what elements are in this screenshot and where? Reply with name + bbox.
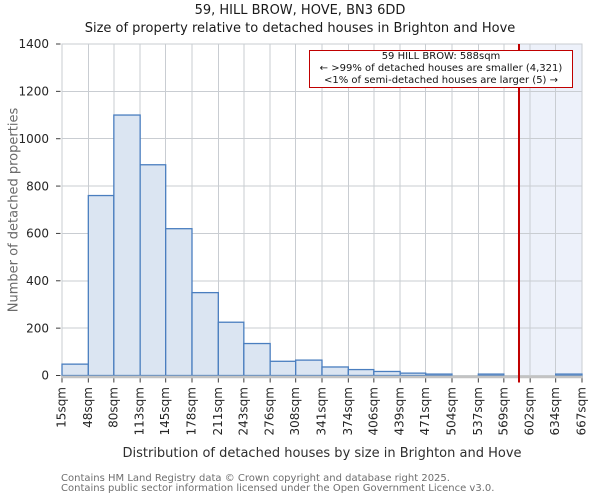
x-tick-label: 178sqm [185,387,199,435]
bar [87,194,115,377]
footer-line-2: Contains public sector information licen… [61,482,495,494]
y-tick-label: 0 [41,369,49,383]
y-tick-label: 1000 [18,132,49,146]
x-tick-label: 667sqm [575,387,589,435]
axis-ticks [56,43,583,383]
x-tick-label: 504sqm [445,387,459,435]
bar [321,366,349,377]
bar [139,164,167,377]
x-tick-label: 569sqm [496,387,510,435]
x-tick-label: 602sqm [523,387,537,435]
x-tick-label: 634sqm [548,387,562,435]
bar [217,321,245,377]
bar [399,372,427,377]
chart-subtitle: Size of property relative to detached ho… [84,20,516,36]
x-tick-label: 341sqm [315,387,329,435]
x-tick-label: 439sqm [393,387,407,435]
y-tick-label: 1400 [18,37,49,51]
y-tick-label: 800 [26,179,49,193]
y-tick-label: 600 [26,227,49,241]
x-tick-label: 308sqm [288,387,302,435]
x-tick-label: 406sqm [366,387,380,435]
bar [191,291,219,377]
bar [555,373,583,377]
bar [165,228,193,377]
y-axis-title: Number of detached properties [6,107,22,313]
x-tick-label: 80sqm [106,387,120,428]
y-tick-label: 400 [26,274,49,288]
histogram-bars [61,114,583,377]
bar [425,373,453,377]
x-tick-label: 537sqm [471,387,485,435]
x-tick-label: 276sqm [263,387,277,435]
x-axis-title: Distribution of detached houses by size … [122,446,522,461]
footer-line-1: Contains HM Land Registry data © Crown c… [61,472,450,484]
x-tick-label: 145sqm [158,387,172,435]
bar [477,373,505,377]
highlight-band [518,44,582,376]
annotation-line-larger: <1% of semi-detached houses are larger (… [323,74,559,86]
chart-title: 59, HILL BROW, HOVE, BN3 6DD [194,3,406,18]
y-tick-label: 200 [26,321,49,335]
bar [373,370,401,377]
x-tick-label: 243sqm [236,387,250,435]
attribution-footer: Contains HM Land Registry data © Crown c… [61,472,495,495]
x-tick-label: 113sqm [133,387,147,435]
bar [295,359,323,377]
bar [269,360,297,377]
x-tick-label: 211sqm [211,387,225,435]
bar [61,363,89,377]
x-tick-label: 48sqm [81,387,95,428]
bar [243,342,271,377]
annotation-line-property: 59 HILL BROW: 588sqm [381,51,501,63]
marker-annotation-box: 59 HILL BROW: 588sqm ← >99% of detached … [309,50,573,88]
annotation-line-smaller: ← >99% of detached houses are smaller (4… [319,63,563,75]
bar [347,368,375,377]
x-tick-label: 15sqm [55,387,69,428]
x-tick-label: 374sqm [341,387,355,435]
x-tick-label: 471sqm [418,387,432,435]
y-tick-label: 1200 [18,85,49,99]
bar [113,114,141,377]
